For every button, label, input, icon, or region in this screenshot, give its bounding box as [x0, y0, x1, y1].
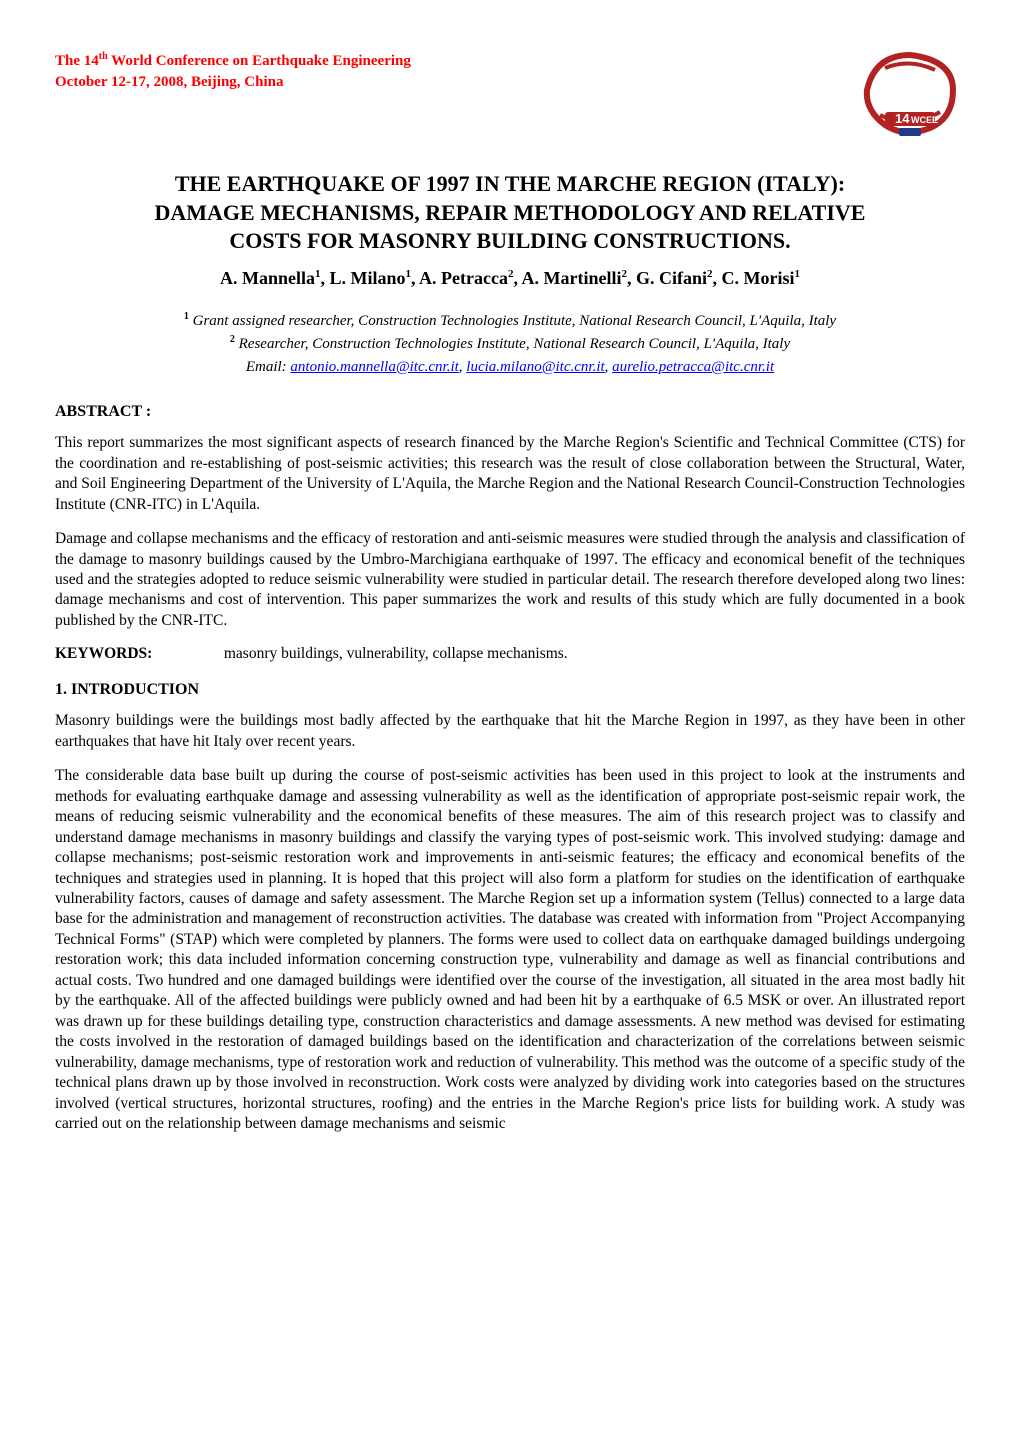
conference-line2: October 12-17, 2008, Beijing, China [55, 74, 283, 90]
conference-line1-super: th [99, 51, 108, 62]
conference-info: The 14th World Conference on Earthquake … [55, 50, 411, 93]
wcee-logo: 14 WCEE [855, 50, 965, 140]
svg-text:14: 14 [895, 111, 910, 126]
author-2-sup: 1 [406, 268, 412, 280]
affil-1-text: Grant assigned researcher, Construction … [189, 313, 836, 329]
author-6-sup: 1 [795, 268, 801, 280]
paper-title: THE EARTHQUAKE OF 1997 IN THE MARCHE REG… [55, 170, 965, 256]
conference-line1-suffix: World Conference on Earthquake Engineeri… [108, 53, 411, 69]
author-3: A. Petracca [419, 268, 508, 288]
conference-line1-prefix: The 14 [55, 53, 99, 69]
affiliations-block: 1 Grant assigned researcher, Constructio… [55, 309, 965, 379]
introduction-heading: 1. INTRODUCTION [55, 681, 965, 699]
author-4: A. Martinelli [522, 268, 622, 288]
wcee-logo-svg: 14 WCEE [855, 50, 965, 140]
email-link-3[interactable]: aurelio.petracca@itc.cnr.it [612, 359, 774, 375]
title-line3: COSTS FOR MASONRY BUILDING CONSTRUCTIONS… [229, 228, 790, 253]
author-1-sup: 1 [315, 268, 321, 280]
email-link-2[interactable]: lucia.milano@itc.cnr.it [466, 359, 604, 375]
introduction-para1: Masonry buildings were the buildings mos… [55, 711, 965, 752]
title-line1: THE EARTHQUAKE OF 1997 IN THE MARCHE REG… [175, 171, 845, 196]
email-link-1[interactable]: antonio.mannella@itc.cnr.it [290, 359, 458, 375]
affil-2-text: Researcher, Construction Technologies In… [235, 336, 790, 352]
svg-text:WCEE: WCEE [911, 115, 938, 125]
conference-header: The 14th World Conference on Earthquake … [55, 50, 965, 140]
author-3-sup: 2 [508, 268, 514, 280]
author-1: A. Mannella [220, 268, 315, 288]
keywords-value: masonry buildings, vulnerability, collap… [224, 645, 568, 662]
author-4-sup: 2 [622, 268, 628, 280]
abstract-para1: This report summarizes the most signific… [55, 433, 965, 515]
keywords-row: KEYWORDS: masonry buildings, vulnerabili… [55, 645, 965, 663]
email-prefix: Email: [246, 359, 291, 375]
author-5: G. Cifani [636, 268, 707, 288]
title-line2: DAMAGE MECHANISMS, REPAIR METHODOLOGY AN… [155, 200, 866, 225]
introduction-para2: The considerable data base built up duri… [55, 766, 965, 1134]
author-list: A. Mannella1, L. Milano1, A. Petracca2, … [55, 268, 965, 289]
author-2: L. Milano [330, 268, 406, 288]
keywords-label: KEYWORDS: [55, 645, 220, 663]
abstract-para2: Damage and collapse mechanisms and the e… [55, 529, 965, 631]
author-6: C. Morisi [722, 268, 795, 288]
abstract-heading: ABSTRACT : [55, 403, 965, 421]
author-5-sup: 2 [707, 268, 713, 280]
